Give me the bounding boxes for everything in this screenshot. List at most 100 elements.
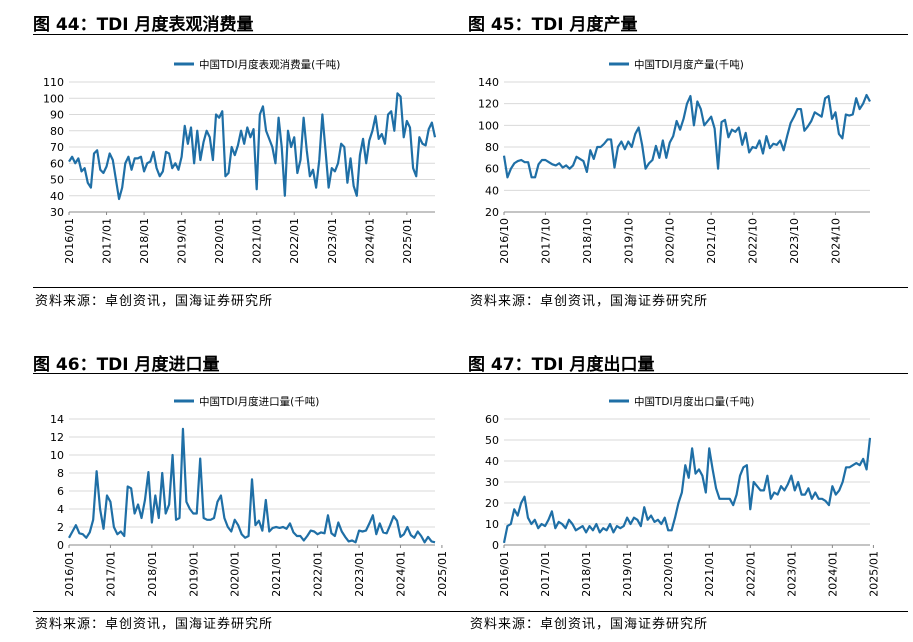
y-tick-label: 100 bbox=[478, 119, 499, 132]
y-tick-label: 20 bbox=[485, 497, 499, 510]
y-tick-label: 80 bbox=[50, 125, 64, 138]
x-tick-label: 2022/01 bbox=[312, 551, 325, 597]
y-tick-label: 50 bbox=[50, 174, 64, 187]
y-tick-label: 0 bbox=[492, 539, 499, 552]
line-chart: 0 10 20 30 40 50 60 2016/01 2017/01 2018/01 2019/0… bbox=[485, 395, 880, 597]
series-line bbox=[68, 427, 436, 544]
x-tick-label: 2018/01 bbox=[146, 551, 159, 597]
x-tick-label: 2017/01 bbox=[539, 551, 552, 597]
x-tick-label: 2016/01 bbox=[63, 218, 76, 264]
x-tick-label: 2019/10 bbox=[622, 218, 635, 264]
series-line bbox=[502, 437, 872, 544]
x-tick-label: 2023/10 bbox=[788, 218, 801, 264]
x-tick-label: 2021/01 bbox=[270, 551, 283, 597]
x-tick-label: 2017/01 bbox=[104, 551, 117, 597]
title-rule bbox=[33, 373, 473, 374]
legend-label: 中国TDI月度表观消费量(千吨) bbox=[199, 58, 340, 71]
x-tick-label: 2020/01 bbox=[662, 551, 675, 597]
x-tick-label: 2020/01 bbox=[229, 551, 242, 597]
x-tick-label: 2024/10 bbox=[829, 218, 842, 264]
y-tick-label: 14 bbox=[50, 413, 64, 426]
source-rule bbox=[33, 287, 473, 288]
line-chart: 30 40 50 60 70 80 90 100 110 2016/01 2017/01 2018/0… bbox=[43, 58, 437, 264]
y-tick-label: 70 bbox=[50, 141, 64, 154]
x-tick-label: 2016/01 bbox=[63, 551, 76, 597]
source-note: 资料来源：卓创资讯，国海证券研究所 bbox=[35, 294, 274, 309]
y-tick-label: 30 bbox=[50, 206, 64, 219]
y-tick-label: 40 bbox=[485, 455, 499, 468]
title-rule bbox=[33, 34, 473, 35]
title-rule bbox=[468, 373, 908, 374]
x-tick-label: 2018/01 bbox=[580, 551, 593, 597]
x-tick-label: 2020/10 bbox=[664, 218, 677, 264]
x-tick-label: 2025/01 bbox=[867, 551, 880, 597]
y-tick-label: 10 bbox=[50, 449, 64, 462]
y-tick-label: 140 bbox=[478, 76, 499, 89]
source-rule bbox=[468, 287, 908, 288]
y-tick-label: 0 bbox=[57, 539, 64, 552]
series-line bbox=[502, 93, 871, 179]
chart-area: 0 10 20 30 40 50 60 2016/01 2017/01 2018/01 2019/0… bbox=[468, 387, 908, 609]
y-tick-label: 120 bbox=[478, 98, 499, 111]
x-tick-label: 2024/01 bbox=[363, 218, 376, 264]
y-tick-label: 100 bbox=[43, 92, 64, 105]
y-tick-label: 12 bbox=[50, 431, 64, 444]
x-tick-label: 2021/01 bbox=[251, 218, 264, 264]
line-chart: 0 2 4 6 8 10 12 14 2016/01 2017/01 2018/01 2019/01 2… bbox=[50, 395, 449, 597]
x-tick-label: 2018/01 bbox=[138, 218, 151, 264]
y-tick-label: 20 bbox=[485, 206, 499, 219]
legend-label: 中国TDI月度产量(千吨) bbox=[634, 58, 744, 71]
x-tick-label: 2019/01 bbox=[187, 551, 200, 597]
x-tick-label: 2023/01 bbox=[353, 551, 366, 597]
figure-title: 图 45：TDI 月度产量 bbox=[468, 15, 638, 35]
x-tick-label: 2019/01 bbox=[176, 218, 189, 264]
series-line bbox=[68, 92, 437, 201]
legend-label: 中国TDI月度进口量(千吨) bbox=[199, 395, 319, 408]
source-note: 资料来源：卓创资讯，国海证券研究所 bbox=[35, 617, 274, 632]
y-tick-label: 80 bbox=[485, 141, 499, 154]
chart-area: 20 40 60 80 100 120 140 2016/10 2017/10 2018/10 20… bbox=[468, 50, 908, 276]
y-tick-label: 2 bbox=[57, 521, 64, 534]
source-note: 资料来源：卓创资讯，国海证券研究所 bbox=[470, 617, 709, 632]
y-tick-label: 6 bbox=[57, 485, 64, 498]
y-tick-label: 60 bbox=[50, 157, 64, 170]
line-chart: 20 40 60 80 100 120 140 2016/10 2017/10 2018/10 20… bbox=[478, 58, 871, 264]
x-tick-label: 2019/01 bbox=[621, 551, 634, 597]
y-tick-label: 8 bbox=[57, 467, 64, 480]
x-tick-label: 2025/01 bbox=[401, 218, 414, 264]
source-rule bbox=[33, 611, 473, 612]
y-tick-label: 90 bbox=[50, 109, 64, 122]
y-tick-label: 60 bbox=[485, 413, 499, 426]
y-tick-label: 60 bbox=[485, 163, 499, 176]
figure-title: 图 47：TDI 月度出口量 bbox=[468, 355, 655, 375]
x-tick-label: 2017/10 bbox=[539, 218, 552, 264]
y-tick-label: 110 bbox=[43, 76, 64, 89]
y-tick-label: 40 bbox=[485, 184, 499, 197]
figure-title: 图 44：TDI 月度表观消费量 bbox=[33, 15, 254, 35]
x-tick-label: 2021/10 bbox=[705, 218, 718, 264]
x-tick-label: 2022/10 bbox=[747, 218, 760, 264]
source-note: 资料来源：卓创资讯，国海证券研究所 bbox=[470, 294, 709, 309]
x-tick-label: 2022/01 bbox=[288, 218, 301, 264]
x-tick-label: 2025/01 bbox=[436, 551, 449, 597]
legend-label: 中国TDI月度出口量(千吨) bbox=[634, 395, 754, 408]
x-tick-label: 2023/01 bbox=[326, 218, 339, 264]
x-tick-label: 2016/10 bbox=[498, 218, 511, 264]
y-tick-label: 50 bbox=[485, 434, 499, 447]
y-tick-label: 10 bbox=[485, 518, 499, 531]
x-tick-label: 2024/01 bbox=[394, 551, 407, 597]
chart-area: 30 40 50 60 70 80 90 100 110 2016/01 2017/01 2018/0… bbox=[33, 50, 473, 276]
title-rule bbox=[468, 34, 908, 35]
y-tick-label: 30 bbox=[485, 476, 499, 489]
x-tick-label: 2020/01 bbox=[213, 218, 226, 264]
figure-title: 图 46：TDI 月度进口量 bbox=[33, 355, 220, 375]
source-rule bbox=[468, 611, 908, 612]
x-tick-label: 2023/01 bbox=[785, 551, 798, 597]
chart-area: 0 2 4 6 8 10 12 14 2016/01 2017/01 2018/01 2019/01 2… bbox=[33, 387, 473, 609]
y-tick-label: 4 bbox=[57, 503, 64, 516]
x-tick-label: 2017/01 bbox=[101, 218, 114, 264]
y-tick-label: 40 bbox=[50, 190, 64, 203]
x-tick-label: 2022/01 bbox=[744, 551, 757, 597]
x-tick-label: 2021/01 bbox=[703, 551, 716, 597]
x-tick-label: 2018/10 bbox=[581, 218, 594, 264]
